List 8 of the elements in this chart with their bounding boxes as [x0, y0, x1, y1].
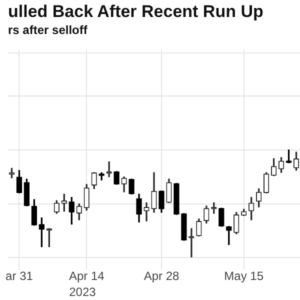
x-tick-label: Apr 28 — [144, 269, 180, 284]
x-tick-label: May 15 — [224, 269, 264, 284]
candlestick — [144, 202, 150, 222]
chart-title: ulled Back After Recent Run Up — [8, 2, 264, 21]
x-tick-label: ar 31 — [6, 269, 34, 284]
x-tick-label: Apr 14 — [68, 269, 105, 284]
chart-subtitle: rs after selloff — [8, 22, 88, 37]
text: 2023 — [69, 285, 96, 299]
